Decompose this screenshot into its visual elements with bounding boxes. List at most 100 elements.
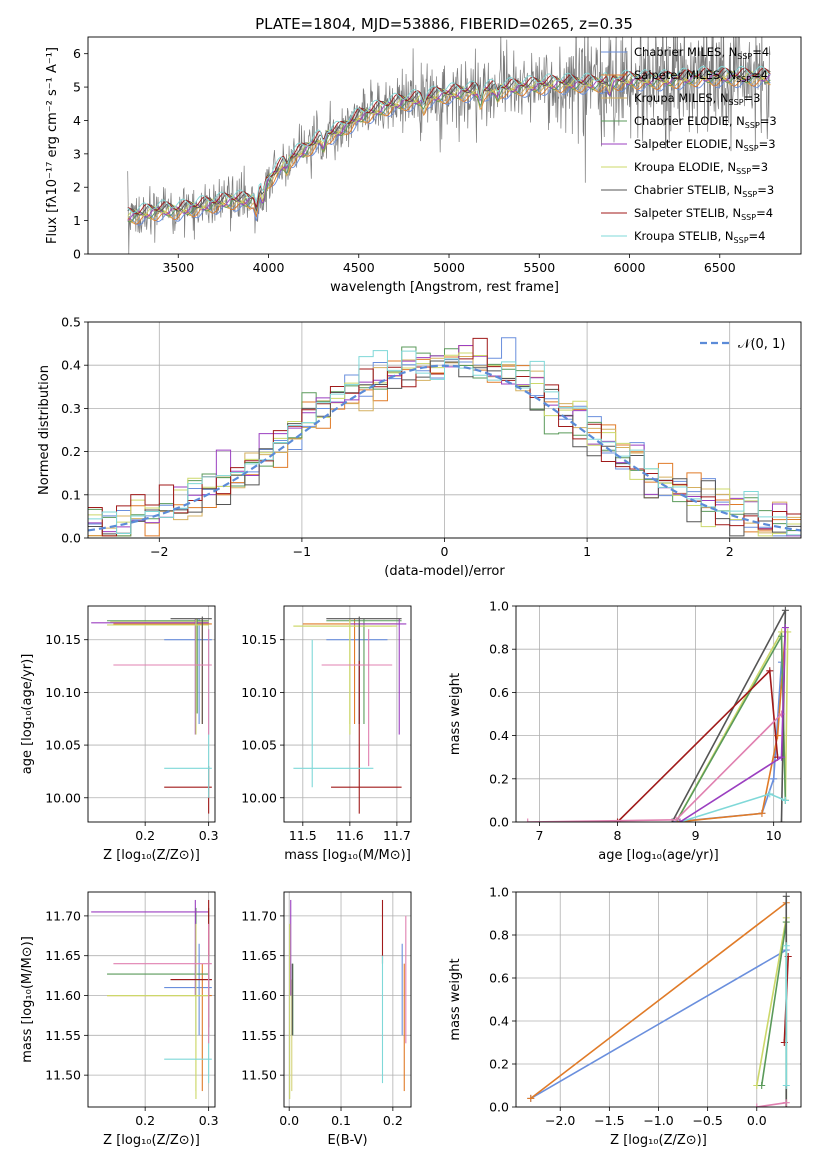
spectrum-legend: Chabrier MILES, NSSP=4 Salpeter MILES, NS… xyxy=(601,45,777,245)
y-tick-label: 0.5 xyxy=(61,315,81,330)
y-tick-label: 11.65 xyxy=(241,948,277,963)
y-tick-label: 11.70 xyxy=(45,908,81,923)
x-tick-label: 0.0 xyxy=(279,1113,299,1128)
legend-sub: SSP xyxy=(741,213,756,222)
y-tick-label: 11.70 xyxy=(241,908,277,923)
plot-area xyxy=(289,899,407,1100)
y-tick-label: 11.50 xyxy=(241,1068,277,1083)
weight-marker xyxy=(676,818,684,822)
weight-marker xyxy=(672,816,680,822)
legend-entry: Salpeter ELODIE, NSSP=3 xyxy=(634,137,776,153)
x-axis-label: Z [log₁₀(Z/Z⊙)] xyxy=(610,1133,707,1148)
panel-weight-vs-age: 7 8 9 10 0.0 0.2 0.4 0.6 0.8 1.0 age [log₁₀(age/yr… xyxy=(448,599,802,863)
legend-name: Chabrier MILES, N xyxy=(634,45,737,59)
y-tick-label: 6 xyxy=(73,46,81,61)
legend-n: =3 xyxy=(751,160,768,174)
legend-entry: Chabrier MILES, NSSP=4 xyxy=(634,45,769,61)
x-tick-label: 5000 xyxy=(433,260,465,275)
model-spectrum-line xyxy=(127,72,771,221)
legend-sub: SSP xyxy=(745,121,760,130)
x-tick-label: 0.2 xyxy=(383,1113,403,1128)
x-tick-label: −1 xyxy=(293,544,311,559)
x-tick-label: 0.3 xyxy=(199,1113,219,1128)
plot-area xyxy=(91,616,212,814)
x-tick-label: −2 xyxy=(150,544,168,559)
x-tick-label: 0.2 xyxy=(135,828,155,843)
panel-mass-vs-ebv: 0.0 0.1 0.2 11.50 11.55 11.60 11.65 11.70 E(B-V) xyxy=(241,891,412,1148)
axes-frame xyxy=(283,605,412,823)
weight-marker xyxy=(753,1103,761,1107)
y-tick-label: 1 xyxy=(73,213,81,228)
x-tick-label: 0.2 xyxy=(135,1113,155,1128)
y-tick-label: 0.3 xyxy=(61,401,81,416)
weight-line xyxy=(675,631,787,822)
model-spectrum-line xyxy=(127,79,771,226)
y-tick-label: 10.00 xyxy=(241,790,277,805)
y-tick-label: 0.2 xyxy=(489,771,509,786)
model-spectrum-line xyxy=(127,65,771,214)
axes-frame xyxy=(515,605,802,823)
x-tick-label: 5500 xyxy=(523,260,555,275)
x-tick-label: 1 xyxy=(583,544,591,559)
weight-marker xyxy=(758,1082,766,1089)
panel-age-vs-Z: 0.2 0.3 10.00 10.05 10.10 10.15 Z [log₁₀(Z/Z⊙)… xyxy=(20,605,219,863)
y-tick-label: 10.00 xyxy=(45,790,81,805)
x-tick-label: −1.5 xyxy=(594,1113,624,1128)
legend-n: =3 xyxy=(744,91,761,105)
y-axis-label: Flux [fλ10⁻¹⁷ erg cm⁻² s⁻¹ A⁻¹] xyxy=(45,47,60,244)
x-axis-label: (data-model)/error xyxy=(384,564,505,579)
y-tick-label: 0.1 xyxy=(61,487,81,502)
plot-area xyxy=(91,899,212,1100)
plot-area xyxy=(524,606,792,822)
x-tick-label: 4500 xyxy=(343,260,375,275)
legend-entry: Kroupa ELODIE, NSSP=3 xyxy=(634,160,768,176)
y-tick-label: 5 xyxy=(73,80,81,95)
x-tick-label: 6000 xyxy=(614,260,646,275)
y-tick-label: 0.4 xyxy=(61,358,81,373)
y-tick-label: 3 xyxy=(73,146,81,161)
weight-marker xyxy=(527,1094,535,1102)
legend-entry: Salpeter STELIB, NSSP=4 xyxy=(634,206,773,222)
weight-marker xyxy=(782,942,790,950)
plot-area xyxy=(527,892,792,1107)
y-axis-label: mass weight xyxy=(448,958,463,1040)
x-axis-label: E(B-V) xyxy=(327,1133,367,1148)
weight-marker xyxy=(781,624,789,632)
weight-line xyxy=(527,713,783,822)
weight-marker xyxy=(782,892,790,900)
y-tick-label: 0.4 xyxy=(489,1014,509,1029)
y-axis-label: age [log₁₀(age/yr)] xyxy=(20,654,35,775)
x-tick-label: 8 xyxy=(614,828,622,843)
legend-entry: Salpeter MILES, NSSP=4 xyxy=(634,68,768,84)
weight-marker xyxy=(782,1082,790,1089)
x-tick-label: 2 xyxy=(726,544,734,559)
weight-marker xyxy=(766,790,774,798)
weight-line xyxy=(760,921,788,1107)
panel-residuals: −2 −1 0 1 2 0.0 0.1 0.2 0.3 0.4 0.5 (data-model)/er… xyxy=(37,315,802,579)
axes-frame xyxy=(283,891,412,1108)
figure-title: PLATE=1804, MJD=53886, FIBERID=0265, z=0… xyxy=(255,15,633,33)
y-tick-label: 1.0 xyxy=(489,885,509,900)
x-tick-label: 7 xyxy=(535,828,543,843)
x-tick-label: 11.7 xyxy=(383,828,411,843)
plot-area xyxy=(293,616,407,814)
y-axis-label: Normed distribution xyxy=(37,365,52,495)
weight-marker xyxy=(766,667,774,675)
panels: 3500 4000 4500 5000 5500 6000 6500 0 1 2 3 4 5 6 wavel… xyxy=(20,36,802,1148)
legend-name: Chabrier ELODIE, N xyxy=(634,114,745,128)
y-tick-label: 0.6 xyxy=(489,971,509,986)
x-tick-label: −0.5 xyxy=(692,1113,722,1128)
y-tick-label: 0 xyxy=(73,247,81,262)
axes-frame xyxy=(87,605,216,823)
y-tick-label: 10.15 xyxy=(241,632,277,647)
weight-marker xyxy=(777,710,785,718)
residual-histogram xyxy=(88,346,801,537)
y-tick-label: 11.60 xyxy=(241,988,277,1003)
y-tick-label: 2 xyxy=(73,180,81,195)
weight-marker xyxy=(781,796,789,804)
weight-line xyxy=(530,949,787,1100)
x-axis-label: mass [log₁₀(M/M⊙)] xyxy=(284,848,411,863)
legend-sub: SSP xyxy=(742,190,757,199)
x-tick-label: 0.0 xyxy=(747,1113,767,1128)
y-tick-label: 0.8 xyxy=(489,928,509,943)
